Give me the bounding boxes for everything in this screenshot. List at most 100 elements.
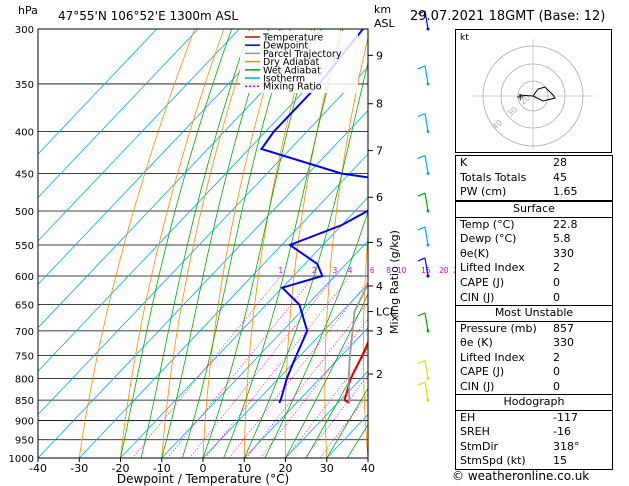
x-tick-label: -30 [70,462,88,475]
stat-row: PW (cm) 1.65 [456,185,612,200]
stat-value: 0 [553,379,560,393]
wet-adiabat-line [223,29,344,458]
wet-adiabat-line [305,346,368,458]
mixing-ratio-label: 20 [439,266,449,275]
pressure-tick-label: 550 [15,241,34,252]
isotherm-line [38,29,158,155]
x-axis-title: Dewpoint / Temperature (°C) [117,472,289,486]
wind-barb [424,65,429,85]
stat-row: Pressure (mb) 857 [456,320,612,337]
dry-adiabat-line [243,29,312,458]
most-unstable-box: Most Unstable Pressure (mb) 857 θe (K) 330 L… [455,305,613,396]
stat-value: 45 [553,170,567,184]
temperature-profile [343,340,368,404]
isotherm-line [38,66,368,416]
hodograph-storm-marker: + [516,92,524,103]
hodograph-storm-vector [518,94,534,97]
stat-label: Lifted Index [460,350,525,364]
wind-barb-flag [417,192,426,197]
km-label: km [374,3,391,16]
mixing-ratio-label: 6 [370,266,375,275]
wind-barb-flag [417,154,426,160]
stat-label: Totals Totals [460,170,527,184]
wind-barb [424,10,429,30]
location-title: 47°55'N 106°52'E 1300m ASL [58,9,238,23]
isotherm-line [38,29,281,285]
isotherm-line [120,196,368,458]
stat-value: 1.65 [553,185,578,199]
stat-value: 2 [553,350,560,364]
stat-label: EH [456,409,549,426]
parcel-trajectory [347,281,368,404]
indices-box: K 28 Totals Totals 45 PW (cm) 1.65 [455,155,613,201]
x-tick-label: 0 [200,462,207,475]
wind-barb-flag [417,257,426,262]
wind-barb [424,312,429,332]
pressure-tick-label: 500 [15,207,34,218]
legend-label: Isotherm [263,74,305,85]
stat-value: 0 [553,365,560,379]
dry-adiabat-line [324,35,368,458]
wind-barb-flag [417,65,426,70]
stat-row: K 28 [456,156,612,171]
stat-value: 5.8 [553,232,571,246]
stat-label: PW (cm) [460,185,507,199]
height-tick-label: 2 [376,368,383,381]
stat-label: K [460,156,468,169]
pressure-tick-label: 800 [15,374,34,385]
wet-adiabat-line [243,60,368,458]
isotherm-line [38,110,368,458]
mixing-ratio-label: 10 [397,266,407,275]
wet-adiabat-line [182,29,291,458]
stat-row: Lifted Index 2 [456,351,612,366]
legend-label: Dry Adiabat [263,57,320,68]
x-tick-label: -40 [29,462,47,475]
stat-row: θe (K) 330 [456,336,612,351]
stat-row: CAPE (J) 0 [456,276,612,291]
hodograph: kt 40 30 20 + [455,29,612,153]
wet-adiabat-line [202,29,316,458]
stat-label: θe(K) [460,246,490,260]
mixing-ratio-line [304,374,368,458]
wet-adiabat-line [285,293,368,458]
stat-value: 2 [553,261,560,275]
mixing-ratio-line [319,393,368,458]
mixing-ratio-line [285,350,368,458]
mixing-ratio-label: 3 [332,266,337,275]
stat-value: 318° [553,439,580,453]
pressure-tick-label: 850 [15,396,34,407]
mixing-ratio-axis-title: Mixing Ratio (g/kg) [388,230,401,334]
stat-value: 330 [553,336,574,350]
stat-value: 857 [549,320,612,337]
asl-label: ASL [374,17,396,30]
pressure-tick-label: 400 [15,128,34,139]
isotherm-line [38,29,323,329]
stat-row: EH -117 [456,409,612,426]
wind-barb-base [426,398,430,402]
copyright-footer[interactable]: © weatheronline.co.uk [452,469,590,483]
dewpoint-profile [259,29,368,404]
stat-row: Totals Totals 45 [456,171,612,186]
x-tick-label: 10 [237,462,251,475]
wind-barb-base [426,274,430,278]
wind-barb [424,113,429,132]
legend-label: Mixing Ratio [263,82,322,93]
wind-barb-base [426,27,430,31]
wind-barb-flag [417,226,426,231]
height-tick-label: 6 [376,191,383,204]
wind-barb-base [426,209,430,213]
legend-label: Parcel Trajectory [263,49,342,60]
wind-barb-base [426,243,430,247]
stat-label: Lifted Index [460,261,525,275]
wind-barb-base [426,376,430,380]
hodograph-trace [532,86,556,102]
plot-frame [37,28,369,459]
isotherm-line [202,283,368,458]
wind-barb-base [426,130,430,134]
wet-adiabat-line [120,29,233,458]
stat-value: 22.8 [549,216,612,233]
stat-row: Dewp (°C) 5.8 [456,232,612,247]
hodograph-table-title: Hodograph [503,395,565,408]
height-tick-label: LCL [376,306,397,319]
stat-label: StmDir [460,439,499,453]
